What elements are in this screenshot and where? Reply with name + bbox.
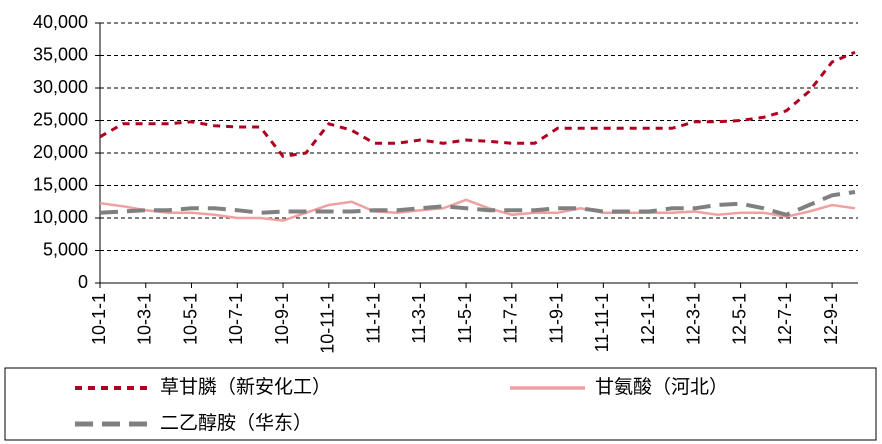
x-tick-label: 10-3-1 [135, 293, 155, 345]
x-tick-label: 10-9-1 [272, 293, 292, 345]
legend-label: 甘氨酸（河北） [595, 376, 728, 398]
x-tick-label: 12-1-1 [638, 293, 658, 345]
x-tick-label: 12-3-1 [684, 293, 704, 345]
y-tick-label: 20,000 [33, 142, 88, 162]
y-tick-label: 40,000 [33, 12, 88, 32]
series-line [99, 190, 856, 217]
x-tick-label: 11-5-1 [455, 293, 475, 344]
x-tick-label: 10-1-1 [89, 293, 109, 345]
y-tick-label: 15,000 [33, 174, 88, 194]
x-tick-label: 11-11-1 [592, 293, 612, 352]
x-tick-label: 11-3-1 [409, 293, 429, 344]
y-tick-label: 0 [78, 272, 88, 292]
x-tick-label: 11-9-1 [546, 293, 566, 344]
x-tick-label: 10-7-1 [226, 293, 246, 345]
x-tick-label: 11-1-1 [363, 293, 383, 344]
legend-box [4, 367, 877, 441]
series-line [99, 50, 856, 158]
legend-label: 二乙醇胺（华东） [160, 412, 312, 434]
y-tick-label: 5,000 [43, 239, 88, 259]
x-tick-label: 12-7-1 [775, 293, 795, 345]
x-tick-label: 12-9-1 [821, 293, 841, 345]
x-tick-label: 10-11-1 [318, 293, 338, 354]
y-tick-label: 30,000 [33, 77, 88, 97]
x-tick-label: 11-7-1 [501, 293, 521, 344]
y-tick-label: 35,000 [33, 44, 88, 64]
y-tick-label: 10,000 [33, 207, 88, 227]
series-line [99, 198, 856, 222]
x-tick-label: 12-5-1 [729, 293, 749, 345]
x-tick-label: 10-5-1 [180, 293, 200, 345]
legend-label: 草甘膦（新安化工） [160, 376, 331, 398]
y-tick-label: 25,000 [33, 109, 88, 129]
